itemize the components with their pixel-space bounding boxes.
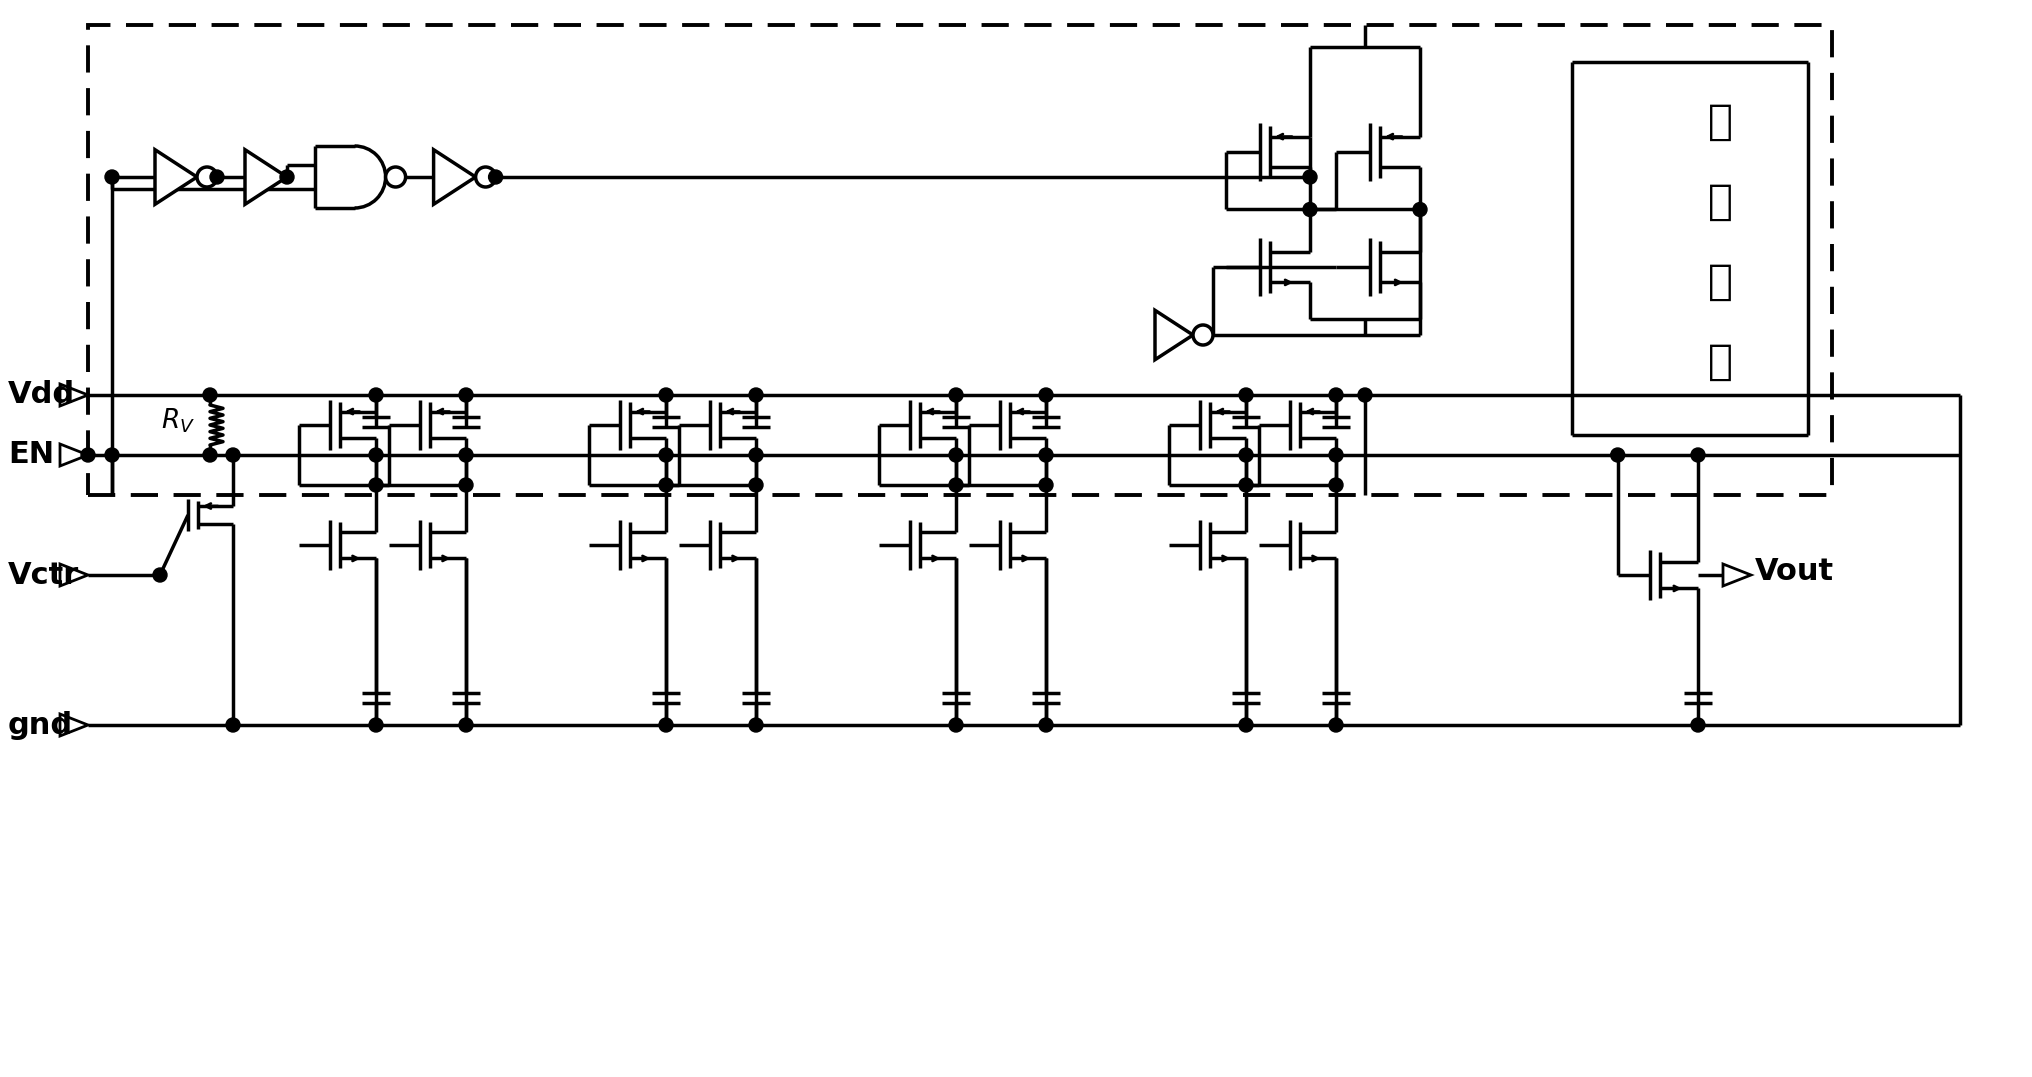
Circle shape (1303, 202, 1317, 216)
Circle shape (459, 448, 473, 462)
Circle shape (386, 167, 406, 187)
Circle shape (106, 448, 120, 462)
Circle shape (475, 167, 496, 187)
Circle shape (203, 388, 217, 402)
Polygon shape (1154, 310, 1193, 360)
Polygon shape (433, 150, 475, 205)
Text: gnd: gnd (8, 711, 73, 740)
Circle shape (197, 167, 217, 187)
Text: Vdd: Vdd (8, 380, 75, 409)
Text: $R_V$: $R_V$ (161, 407, 195, 435)
Circle shape (1038, 478, 1053, 492)
Text: EN: EN (8, 440, 55, 470)
Circle shape (370, 388, 382, 402)
Text: Vout: Vout (1756, 557, 1835, 586)
Circle shape (1038, 448, 1053, 462)
Text: 电: 电 (1707, 261, 1733, 303)
Circle shape (1240, 718, 1254, 732)
Circle shape (459, 718, 473, 732)
Circle shape (1329, 448, 1343, 462)
Circle shape (658, 448, 673, 462)
Polygon shape (315, 146, 386, 208)
Circle shape (1038, 718, 1053, 732)
Circle shape (106, 170, 120, 184)
Circle shape (459, 388, 473, 402)
Circle shape (1611, 448, 1626, 462)
Text: 路: 路 (1707, 341, 1733, 383)
Circle shape (1329, 718, 1343, 732)
Text: 动: 动 (1707, 181, 1733, 223)
Circle shape (280, 170, 295, 184)
Circle shape (750, 718, 762, 732)
Circle shape (209, 170, 224, 184)
Circle shape (1357, 388, 1372, 402)
Circle shape (370, 478, 382, 492)
Circle shape (750, 478, 762, 492)
Circle shape (750, 448, 762, 462)
Circle shape (459, 478, 473, 492)
Circle shape (949, 718, 963, 732)
Circle shape (370, 448, 382, 462)
Circle shape (1240, 448, 1254, 462)
Circle shape (1691, 718, 1705, 732)
Circle shape (949, 388, 963, 402)
Circle shape (488, 170, 502, 184)
Circle shape (1412, 202, 1426, 216)
Circle shape (1329, 388, 1343, 402)
Circle shape (1193, 325, 1213, 345)
Circle shape (1691, 448, 1705, 462)
Circle shape (152, 568, 167, 582)
Polygon shape (246, 150, 287, 205)
Circle shape (370, 718, 382, 732)
Circle shape (658, 718, 673, 732)
Circle shape (1038, 388, 1053, 402)
Circle shape (750, 388, 762, 402)
Circle shape (203, 448, 217, 462)
Circle shape (658, 478, 673, 492)
Text: 启: 启 (1707, 101, 1733, 143)
Circle shape (226, 448, 240, 462)
Circle shape (226, 718, 240, 732)
Text: Vctr: Vctr (8, 560, 79, 589)
Circle shape (1329, 478, 1343, 492)
Circle shape (949, 448, 963, 462)
Circle shape (1240, 388, 1254, 402)
Polygon shape (154, 150, 197, 205)
Circle shape (658, 388, 673, 402)
Circle shape (81, 448, 96, 462)
Circle shape (1303, 170, 1317, 184)
Circle shape (949, 478, 963, 492)
Circle shape (1240, 478, 1254, 492)
